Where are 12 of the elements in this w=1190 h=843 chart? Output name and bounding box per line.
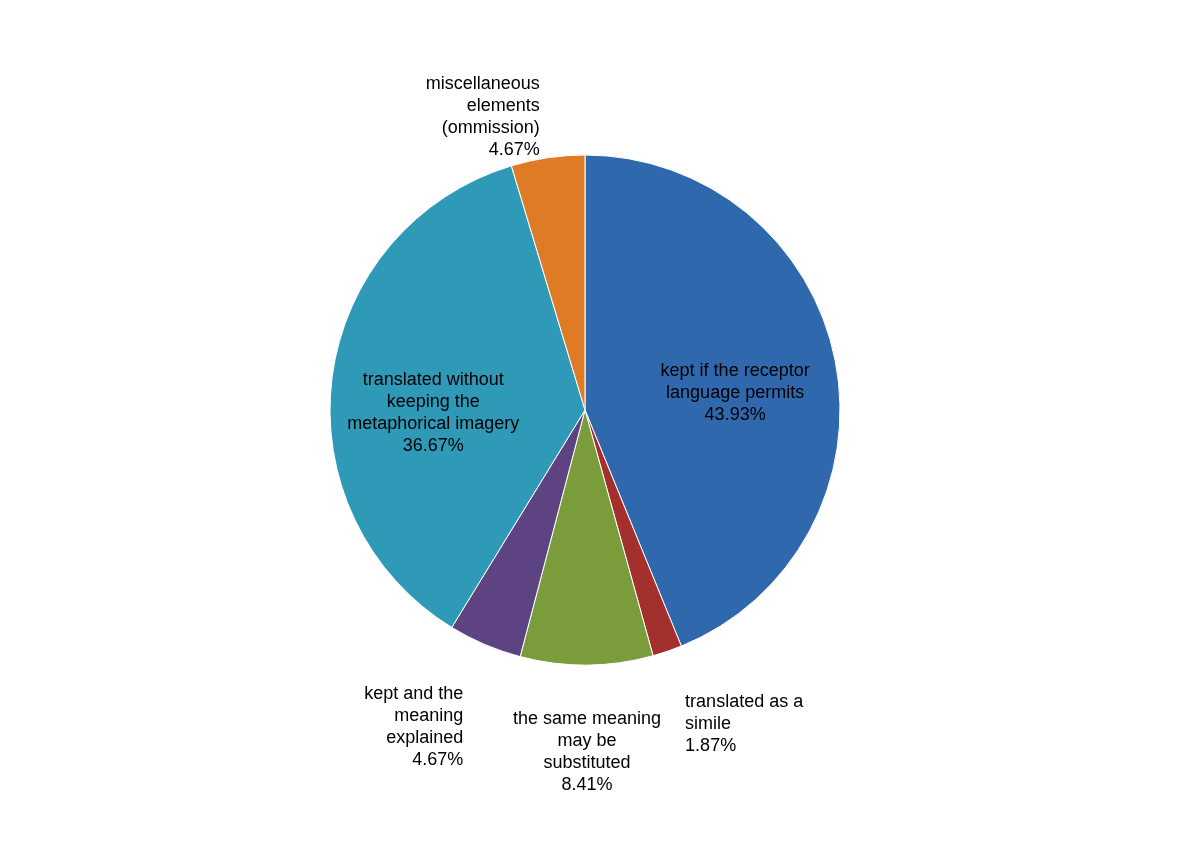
slice-label: translated without keeping the metaphorical imagery [347,369,520,434]
slice-label: miscellaneous elements (ommission) [425,73,540,138]
data-label: 43.93% [704,403,766,424]
data-label: 4.67% [412,749,464,770]
slice-label: translated as a simile [685,691,805,734]
data-label: 4.67% [488,139,540,160]
slice-label: the same meaning may be substituted [512,707,662,772]
slice-label: kept if the receptor language permits [660,359,810,402]
data-label: 8.41% [561,773,613,794]
slice-label: kept and the meaning explained [364,683,464,748]
data-label: 1.87% [685,735,737,756]
data-label: 36.67% [402,435,464,456]
